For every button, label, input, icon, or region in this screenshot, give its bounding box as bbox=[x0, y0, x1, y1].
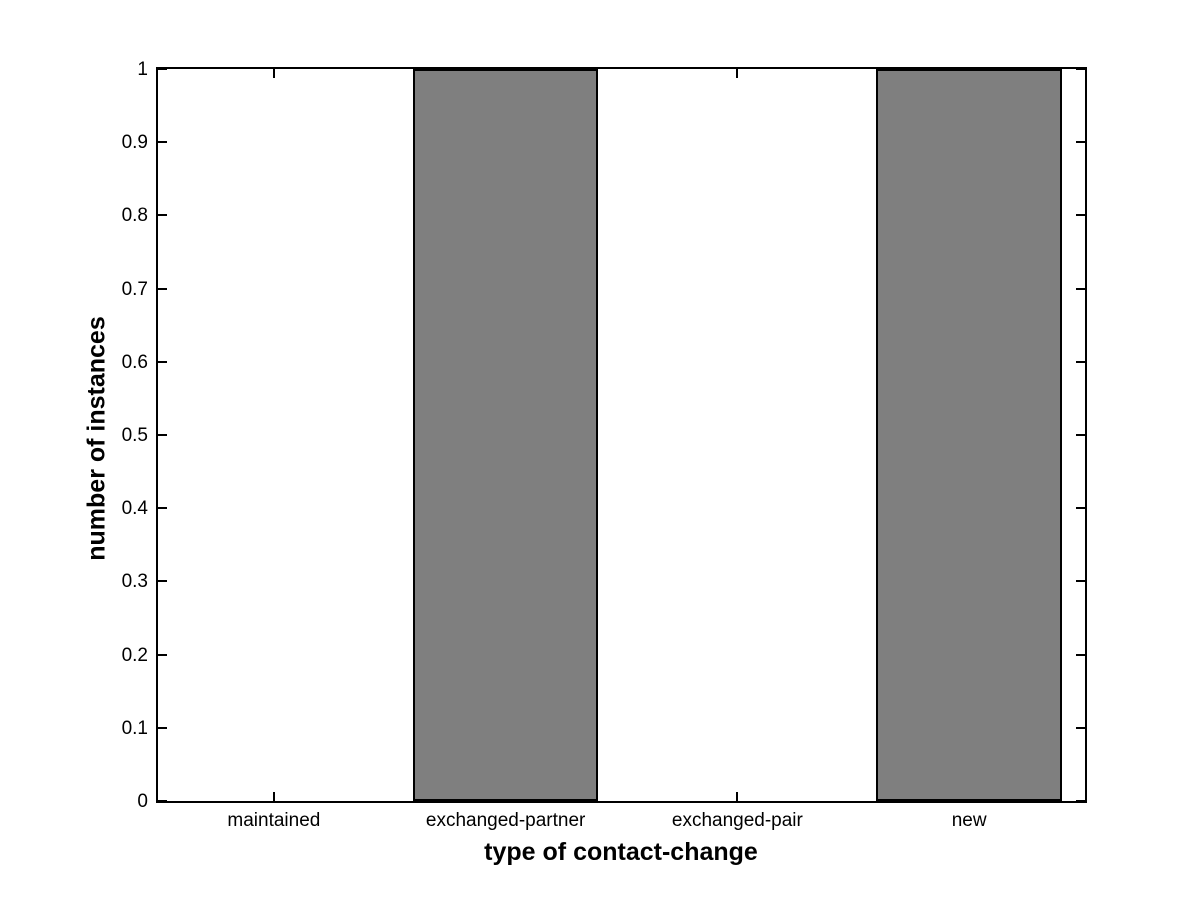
y-tick-label: 0.9 bbox=[121, 132, 148, 154]
y-tick-left bbox=[158, 360, 167, 363]
plot-area bbox=[156, 67, 1087, 803]
y-tick-label: 0.4 bbox=[121, 498, 148, 520]
y-tick-right bbox=[1076, 800, 1085, 802]
y-tick-left bbox=[158, 287, 167, 290]
y-tick-label: 0.8 bbox=[121, 205, 148, 227]
y-tick-right bbox=[1076, 653, 1085, 656]
y-tick-left bbox=[158, 434, 167, 436]
y-tick-label: 0.5 bbox=[121, 425, 148, 446]
x-axis-label: type of contact-change bbox=[484, 838, 758, 866]
y-tick-right bbox=[1076, 360, 1085, 363]
y-tick-left bbox=[158, 507, 167, 510]
y-tick-right bbox=[1076, 580, 1085, 583]
y-tick-label: 0 bbox=[137, 791, 148, 812]
bar-new bbox=[876, 69, 1062, 801]
y-tick-left bbox=[158, 141, 167, 144]
y-tick-label: 0.6 bbox=[121, 351, 148, 373]
x-tick-bottom bbox=[272, 792, 275, 801]
y-tick-left bbox=[158, 68, 167, 70]
y-tick-right bbox=[1076, 141, 1085, 144]
bar-exchanged-partner bbox=[412, 69, 599, 801]
y-tick-right bbox=[1076, 287, 1085, 290]
x-tick-top bbox=[736, 69, 739, 78]
y-tick-right bbox=[1076, 214, 1085, 217]
x-tick-bottom bbox=[736, 792, 739, 801]
y-tick-label: 0.2 bbox=[121, 644, 148, 666]
y-tick-label: 0.1 bbox=[121, 717, 148, 739]
y-tick-right bbox=[1076, 726, 1085, 729]
x-tick-label: exchanged-pair bbox=[671, 810, 803, 831]
y-tick-label: 0.7 bbox=[121, 278, 148, 300]
y-tick-label: 1 bbox=[137, 59, 148, 80]
y-tick-left bbox=[158, 800, 167, 802]
x-tick-label: new bbox=[951, 810, 987, 831]
y-tick-label: 0.3 bbox=[121, 571, 148, 593]
y-tick-left bbox=[158, 653, 167, 656]
y-tick-right bbox=[1076, 507, 1085, 510]
y-tick-left bbox=[158, 214, 167, 217]
y-tick-left bbox=[158, 726, 167, 729]
x-tick-top bbox=[272, 69, 275, 78]
y-tick-right bbox=[1076, 68, 1085, 70]
x-tick-label: maintained bbox=[227, 810, 321, 831]
x-tick-label: exchanged-partner bbox=[425, 810, 586, 831]
y-tick-left bbox=[158, 580, 167, 583]
y-tick-right bbox=[1076, 434, 1085, 436]
